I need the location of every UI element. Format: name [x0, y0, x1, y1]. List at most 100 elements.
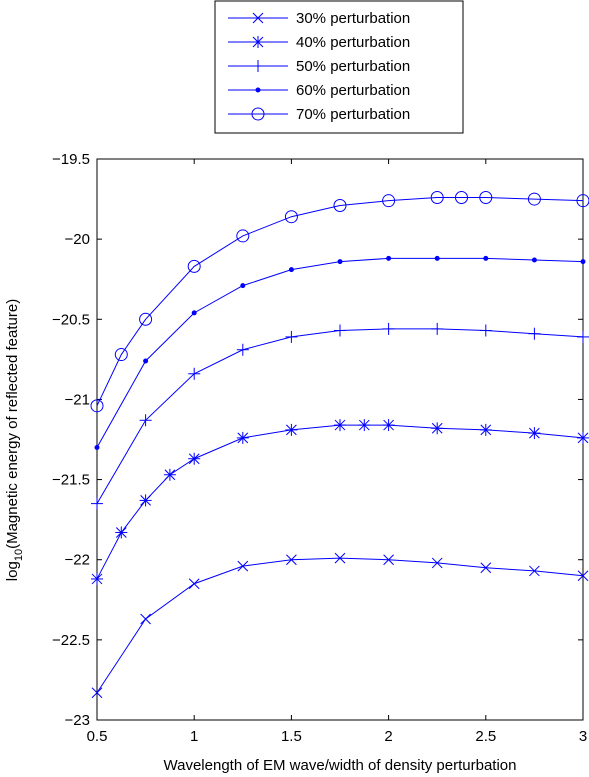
- y-axis-label-rest: (Magnetic energy of reflected feature): [4, 299, 21, 549]
- data-point: [479, 190, 493, 204]
- data-point: [163, 468, 176, 481]
- x-tick-label: 2.5: [475, 728, 496, 745]
- data-point: [382, 419, 395, 432]
- x-tick-label: 3: [579, 728, 587, 745]
- legend-label: 50% perturbation: [296, 58, 410, 75]
- data-point: [430, 190, 444, 204]
- data-point: [90, 399, 104, 413]
- data-point: [91, 687, 103, 699]
- data-point: [480, 562, 492, 574]
- legend-entry: 30% perturbation: [228, 10, 410, 27]
- data-point: [576, 194, 589, 208]
- data-point: [115, 526, 128, 539]
- data-point: [286, 554, 297, 566]
- data-point: [479, 423, 492, 436]
- legend-marker: [251, 107, 265, 121]
- x-tick-label: 1: [190, 728, 198, 745]
- axis-ticks: 0.5 1 1.5 2 2.5 3 −19.5 −20 −20.5 −21 −21.5 −22 −22.…: [52, 151, 587, 745]
- y-tick-label: −20.5: [52, 311, 90, 328]
- data-point: [337, 259, 343, 265]
- legend-label: 30% perturbation: [296, 10, 410, 27]
- y-tick-label: −23: [65, 712, 90, 729]
- data-point: [188, 452, 201, 465]
- x-tick-label: 1.5: [281, 728, 302, 745]
- legend: 30% perturbation 40% perturbation 50% pert…: [214, 0, 464, 134]
- series-line: [96, 196, 584, 407]
- data-point: [188, 367, 201, 380]
- data-point: [143, 358, 149, 364]
- series-layer: [90, 190, 589, 699]
- legend-entry: 40% perturbation: [228, 34, 410, 51]
- data-point: [577, 570, 589, 582]
- legend-marker: [252, 36, 264, 48]
- data-point: [358, 419, 371, 432]
- data-point: [91, 497, 103, 510]
- data-point: [333, 198, 347, 212]
- series-star: [91, 419, 589, 585]
- data-point: [431, 422, 444, 435]
- y-axis-label-log: log: [4, 561, 21, 581]
- data-point: [386, 255, 392, 261]
- data-point: [455, 190, 468, 204]
- series-x: [91, 552, 589, 699]
- series-circle: [90, 190, 589, 413]
- data-point: [577, 431, 589, 444]
- legend-label: 70% perturbation: [296, 106, 410, 123]
- data-point: [483, 255, 489, 261]
- data-point: [527, 192, 541, 206]
- legend-entry: 70% perturbation: [228, 106, 410, 123]
- data-point: [334, 324, 346, 337]
- y-tick-label: −20: [65, 231, 90, 248]
- legend-marker: [252, 12, 264, 24]
- data-point: [383, 554, 394, 566]
- y-axis-label-subscript: 10: [13, 549, 25, 561]
- data-point: [114, 348, 128, 362]
- x-tick-label: 0.5: [87, 728, 108, 745]
- data-point: [91, 572, 103, 585]
- y-tick-label: −22.5: [52, 632, 90, 649]
- y-tick-label: −21: [65, 391, 90, 408]
- data-point: [236, 343, 249, 356]
- data-point: [285, 330, 298, 343]
- y-tick-label: −19.5: [52, 151, 90, 168]
- legend-marker: [252, 60, 264, 72]
- data-point: [94, 445, 100, 451]
- legend-label: 40% perturbation: [296, 34, 410, 51]
- plot-area: [96, 158, 584, 721]
- data-point: [237, 560, 249, 572]
- data-point: [382, 194, 396, 208]
- legend-entry: 50% perturbation: [228, 58, 410, 75]
- x-axis-label: Wavelength of EM wave/width of density p…: [164, 757, 517, 774]
- y-axis-label: log10(Magnetic energy of reflected featu…: [4, 299, 25, 581]
- data-point: [334, 419, 346, 432]
- data-point: [191, 310, 197, 316]
- legend-label: 60% perturbation: [296, 82, 410, 99]
- data-point: [528, 327, 541, 340]
- data-point: [240, 283, 246, 289]
- legend-entry: 60% perturbation: [228, 82, 410, 99]
- data-point: [382, 322, 395, 335]
- x-tick-label: 2: [384, 728, 392, 745]
- data-point: [187, 259, 201, 273]
- series-plus: [91, 322, 589, 510]
- data-point: [288, 267, 294, 273]
- data-point: [479, 324, 492, 337]
- data-point: [284, 210, 298, 224]
- data-point: [431, 322, 444, 335]
- data-point: [285, 423, 298, 436]
- data-point: [528, 427, 541, 440]
- legend-marker: [255, 87, 261, 93]
- y-tick-label: −22: [65, 552, 90, 569]
- data-point: [140, 613, 151, 625]
- data-point: [139, 312, 153, 326]
- data-point: [531, 257, 537, 263]
- data-point: [580, 259, 586, 265]
- data-point: [188, 578, 200, 590]
- legend-box: [214, 0, 464, 134]
- y-tick-label: −21.5: [52, 472, 90, 489]
- data-point: [431, 557, 443, 569]
- data-point: [434, 255, 440, 261]
- data-point: [236, 431, 249, 444]
- data-point: [139, 494, 152, 507]
